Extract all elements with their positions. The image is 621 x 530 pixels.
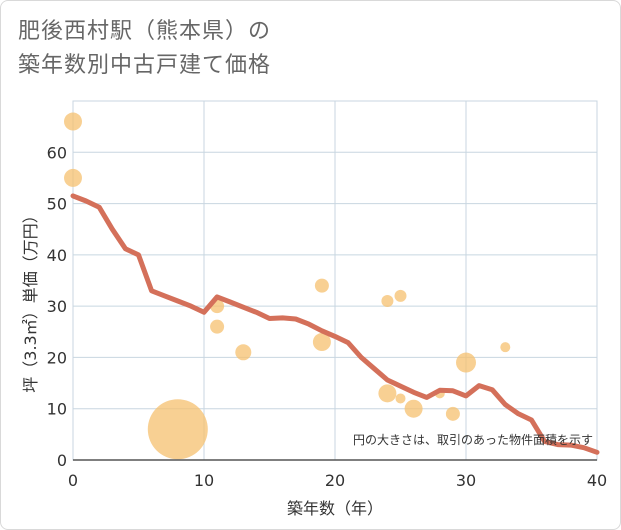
- bubble-point: [64, 112, 82, 131]
- bubble-point: [312, 333, 331, 352]
- bubble-series: [64, 112, 511, 460]
- bubble-point: [500, 342, 511, 353]
- chart-title-line-2: 築年数別中古戸建て価格: [18, 53, 272, 78]
- y-axis-label: 坪（3.3㎡）単価（万円）: [21, 207, 40, 392]
- x-tick-label: 10: [194, 471, 214, 490]
- x-tick-label: 30: [456, 471, 476, 490]
- y-tick-label: 30: [47, 297, 67, 316]
- bubble-point: [64, 168, 82, 187]
- y-tick-label: 50: [47, 195, 67, 214]
- bubble-point: [147, 399, 208, 460]
- chart-title-line-1: 肥後西村駅（熊本県）の: [18, 19, 272, 44]
- bubble-point: [381, 295, 394, 308]
- x-tick-labels: 0 10 20 30 40: [68, 471, 607, 490]
- bubble-point: [210, 319, 225, 334]
- bubble-point: [314, 278, 329, 293]
- bubble-point: [378, 384, 397, 403]
- bubble-point: [235, 344, 252, 361]
- y-tick-label: 10: [47, 400, 67, 419]
- x-tick-label: 40: [587, 471, 607, 490]
- y-tick-label: 40: [47, 246, 67, 265]
- grid-lines: [73, 101, 597, 460]
- bubble-size-note: 円の大きさは、取引のあった物件面積を示す: [353, 432, 593, 447]
- y-tick-label: 60: [47, 143, 67, 162]
- bubble-point: [395, 393, 406, 404]
- chart-title: 肥後西村駅（熊本県）の 築年数別中古戸建て価格: [18, 15, 271, 83]
- y-tick-labels: 0 10 20 30 40 50 60: [47, 143, 67, 470]
- trend-line: [70, 193, 600, 455]
- y-tick-label: 0: [57, 451, 67, 470]
- y-tick-label: 20: [47, 348, 67, 367]
- x-tick-label: 20: [325, 471, 345, 490]
- x-axis-label: 築年数（年）: [287, 499, 383, 518]
- bubble-point: [404, 399, 423, 418]
- bubble-point: [456, 352, 476, 373]
- bubble-point: [394, 289, 407, 302]
- bubble-point: [445, 406, 460, 421]
- x-tick-label: 0: [68, 471, 78, 490]
